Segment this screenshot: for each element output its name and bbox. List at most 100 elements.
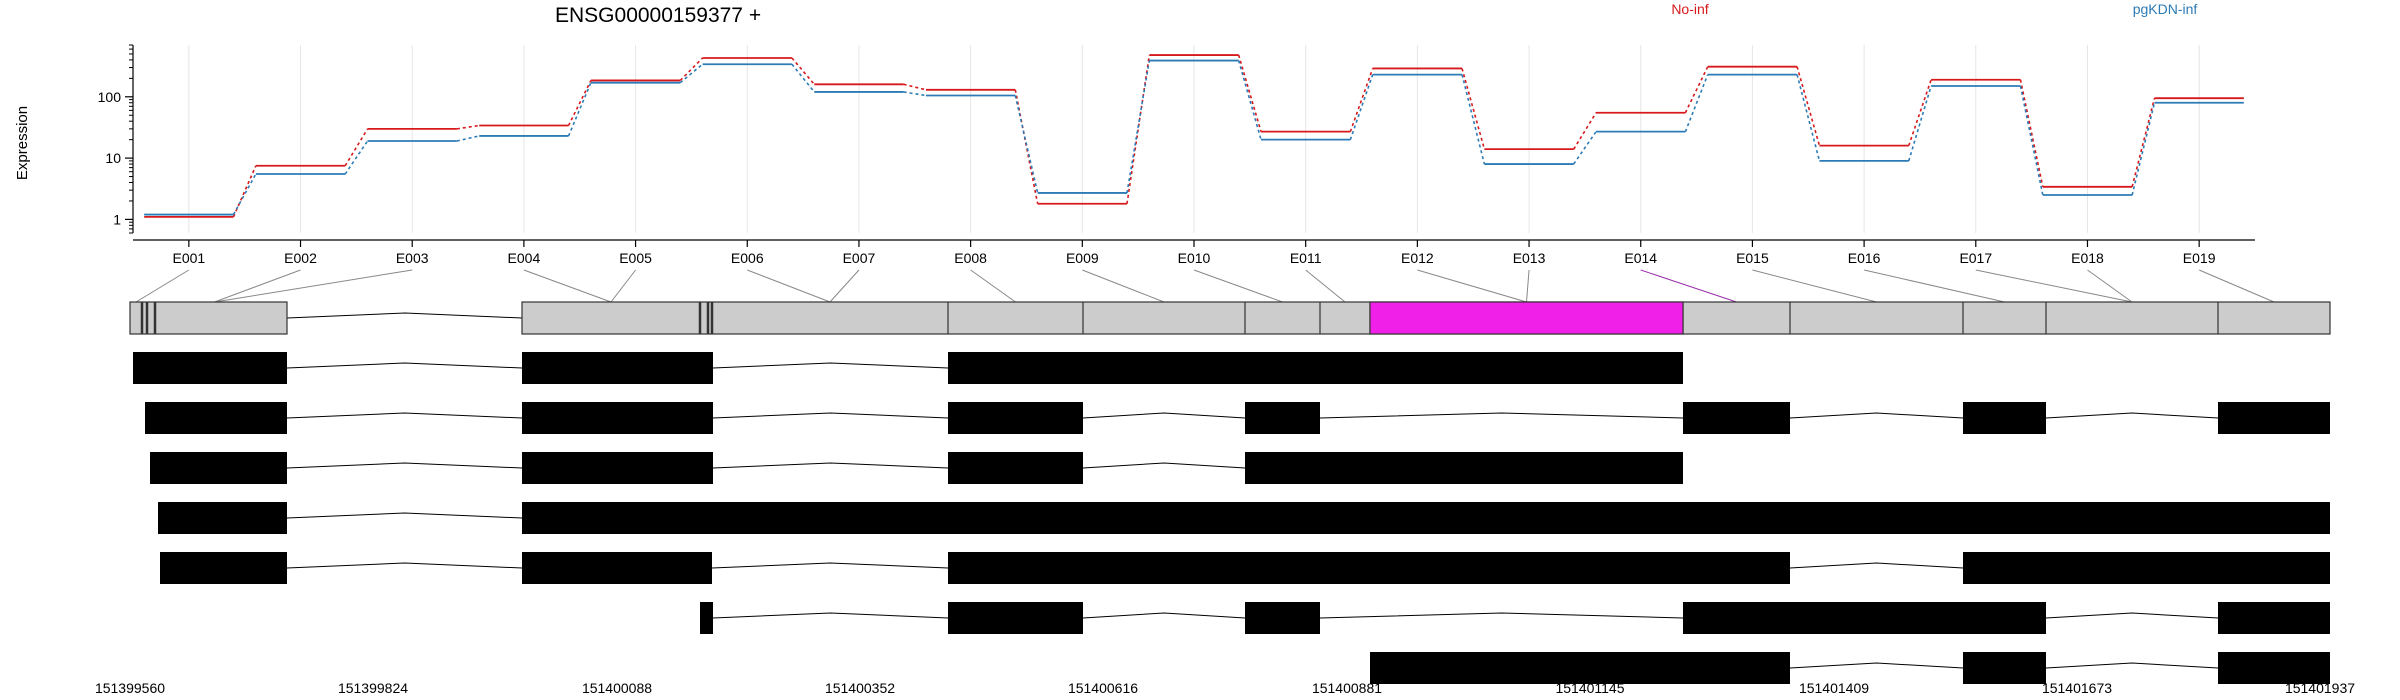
series-connector (2019, 85, 2044, 196)
x-tick-label: E001 (172, 250, 205, 266)
x-tick-label: E012 (1401, 250, 1434, 266)
expression-plot: 1 10 100 (98, 44, 2244, 234)
genomic-coordinate-label: 151400616 (1068, 680, 1138, 696)
x-tick-label: E011 (1290, 250, 1322, 266)
y-tick-label: 1 (113, 211, 121, 227)
series-connector (2019, 79, 2044, 187)
intron-line (1319, 412, 1684, 419)
x-axis: E001 E002 E003 E004 E005 E006 E007 E008 E009 E010… (133, 239, 2255, 266)
transcript-exon (1245, 452, 1683, 484)
genomic-coordinate-label: 151401673 (2042, 680, 2112, 696)
genomic-coordinate-axis: 151399560 151399824 151400088 151400352 1514… (95, 680, 2355, 696)
series-connector (567, 80, 592, 126)
connector-e012 (1417, 269, 1527, 303)
y-tick-label: 10 (105, 150, 121, 166)
series-pgkdn-inf (144, 59, 2244, 216)
legend-entry-no-inf: No-inf (1671, 1, 1708, 17)
series-connector (1237, 54, 1262, 132)
connector-e017 (1975, 269, 2133, 303)
connector-e004 (523, 269, 612, 303)
transcript-7 (1370, 652, 2330, 684)
genomic-coordinate-label: 151401145 (1555, 680, 1624, 696)
series-connector (903, 83, 927, 91)
y-axis-label: Expression (14, 106, 31, 180)
series-connector (1684, 66, 1709, 114)
connector-e011 (1305, 269, 1346, 303)
connector-e013 (1526, 269, 1530, 303)
transcript-exon (133, 352, 287, 384)
intron-line (2045, 662, 2219, 669)
transcript-exon (1245, 402, 1320, 434)
transcript-3 (150, 452, 1683, 484)
intron-line (286, 412, 523, 419)
intron-line (286, 512, 523, 519)
connector-e007 (829, 269, 860, 303)
x-tick-label: E007 (843, 250, 876, 266)
series-connector (1349, 68, 1374, 132)
connector-e001 (135, 269, 190, 303)
transcript-4 (158, 502, 2330, 534)
transcript-exon (700, 602, 713, 634)
series-connector (1908, 79, 1932, 146)
connector-e014 (1640, 269, 1737, 303)
series-connector (1349, 74, 1374, 140)
connector-e009 (1082, 269, 1165, 303)
genomic-coordinate-label: 151400088 (582, 680, 652, 696)
connector-e003 (214, 269, 413, 303)
transcript-exon (948, 552, 1790, 584)
connector-e015 (1752, 269, 1877, 303)
transcript-6 (700, 602, 2330, 634)
chart-title: ENSG00000159377 + (555, 4, 761, 27)
transcript-exon (1370, 652, 1790, 684)
exon-block (129, 301, 288, 335)
transcript-exon (150, 452, 287, 484)
x-tick-label: E015 (1736, 250, 1769, 266)
transcript-1 (133, 352, 1683, 384)
connector-e010 (1193, 269, 1283, 303)
intron-line (1082, 612, 1246, 619)
genomic-coordinate-label: 151401937 (2285, 680, 2355, 696)
transcript-exon (948, 352, 1683, 384)
connector-e016 (1863, 269, 2005, 303)
transcript-exon (1683, 602, 2046, 634)
series-connector (1461, 68, 1486, 150)
transcript-exon (522, 452, 713, 484)
series-connector (1014, 95, 1039, 194)
x-tick-label: E005 (619, 250, 652, 266)
transcript-5 (160, 552, 2330, 584)
x-tick-label: E017 (1959, 250, 1992, 266)
intron-line (1789, 662, 1964, 669)
connector-e018 (2087, 269, 2133, 303)
series-connector (456, 124, 480, 130)
series-connector (1126, 54, 1151, 204)
series-connector (791, 63, 815, 93)
transcript-exon (160, 552, 287, 584)
series-connector (2131, 97, 2156, 188)
transcript-exon (1245, 602, 1320, 634)
intron-line (2045, 612, 2219, 619)
x-tick-label: E009 (1066, 250, 1099, 266)
transcript-exon (948, 452, 1083, 484)
series-connector (1126, 60, 1151, 194)
x-tick-label: E014 (1624, 250, 1657, 266)
transcript-exon (1963, 552, 2330, 584)
exon-connector-lines (135, 269, 2275, 303)
genomic-coordinate-label: 151400881 (1312, 680, 1382, 696)
series-connector (2131, 102, 2156, 196)
x-tick-label: E008 (954, 250, 987, 266)
intron-line (286, 562, 523, 569)
series-connector (1908, 85, 1932, 162)
x-tick-label: E019 (2183, 250, 2216, 266)
x-tick-label: E013 (1513, 250, 1546, 266)
transcript-exon (1683, 402, 1790, 434)
intron-line (2045, 412, 2219, 419)
intron-line (1789, 412, 1964, 419)
intron-line (1082, 462, 1246, 469)
transcript-exon (1963, 652, 2046, 684)
connector-e006 (747, 269, 831, 303)
transcripts (133, 352, 2330, 684)
series-connector (1684, 74, 1709, 132)
series-connector (903, 91, 927, 97)
transcript-exon (2218, 602, 2330, 634)
intron-line (286, 462, 523, 469)
